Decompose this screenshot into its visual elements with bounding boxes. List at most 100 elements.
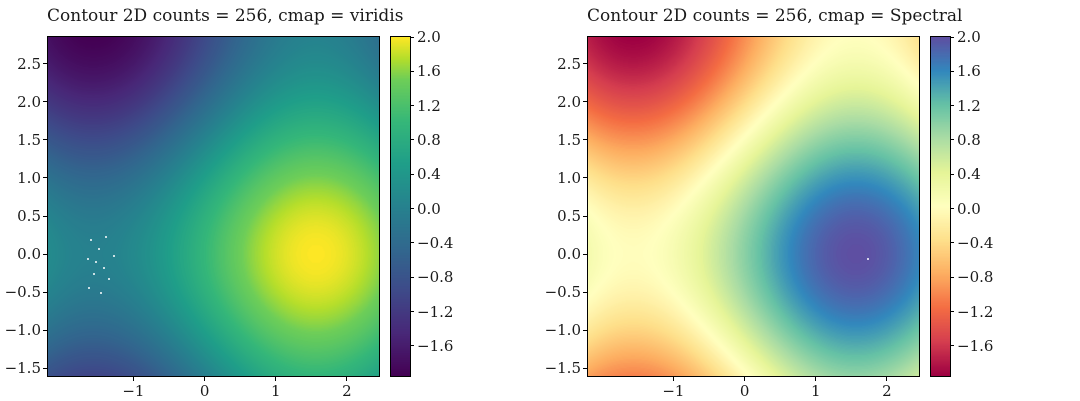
colorbar-tickmark [411, 173, 414, 175]
y-tickmark [43, 367, 47, 369]
colorbar-tickmark [411, 70, 414, 72]
colorbar-tickmark [951, 208, 954, 210]
colorbar-spectral [930, 36, 951, 377]
colorbar-tickmark [411, 311, 414, 313]
x-tick-label: 2 [882, 382, 892, 400]
x-tickmark [132, 377, 134, 381]
y-tickmark [43, 215, 47, 217]
plot-area-spectral [587, 36, 920, 377]
colorbar-tickmark [951, 70, 954, 72]
y-tickmark [583, 101, 587, 103]
y-tickmark [43, 139, 47, 141]
x-tickmark [672, 377, 674, 381]
y-tickmark [583, 253, 587, 255]
panel-spectral: Contour 2D counts = 256, cmap = Spectral… [540, 0, 1080, 401]
colorbar-tick-label: −1.6 [417, 336, 454, 355]
y-tickmark [583, 215, 587, 217]
y-tickmark [43, 329, 47, 331]
y-tickmark [583, 177, 587, 179]
y-tick-label: 0.0 [17, 244, 41, 263]
colorbar-tick-label: 1.6 [417, 62, 441, 81]
x-tick-label: −1 [122, 382, 145, 400]
y-tickmark [583, 139, 587, 141]
y-tick-label: 2.5 [557, 54, 581, 73]
colorbar-tick-label: −0.4 [417, 233, 454, 252]
colorbar-tickmark [411, 208, 414, 210]
x-tickmark [204, 377, 206, 381]
colorbar-canvas-spectral [931, 37, 950, 376]
colorbar-tickmark [951, 276, 954, 278]
panel-viridis: Contour 2D counts = 256, cmap = viridis … [4, 6, 454, 400]
colorbar-tick-label: −1.6 [957, 336, 994, 355]
x-tickmark [275, 377, 277, 381]
colorbar-tickmark [411, 36, 414, 38]
missing-data-speck [108, 278, 111, 281]
missing-data-speck [90, 239, 93, 242]
colorbar-tick-label: 0.4 [957, 165, 981, 184]
y-tickmark [583, 291, 587, 293]
x-tickmark [346, 377, 348, 381]
x-tick-label: −1 [662, 382, 685, 400]
y-tickmark [583, 329, 587, 331]
colorbar-tickmark [951, 345, 954, 347]
y-tick-label: −1.0 [4, 321, 41, 340]
missing-data-speck [113, 254, 116, 257]
colorbar-viridis [390, 36, 411, 377]
colorbar-tickmark [411, 105, 414, 107]
x-tick-label: 0 [199, 382, 210, 400]
y-tickmark [43, 291, 47, 293]
missing-data-speck [98, 247, 101, 250]
colorbar-tick-label: 0.0 [957, 199, 981, 218]
y-tick-label: 2.0 [17, 92, 41, 111]
colorbar-tickmark [411, 345, 414, 347]
y-tick-label: −0.5 [544, 282, 581, 301]
colorbar-canvas-viridis [391, 37, 410, 376]
y-tick-label: −0.5 [4, 282, 41, 301]
x-tick-label: 1 [811, 382, 821, 400]
colorbar-tick-label: −0.4 [957, 233, 994, 252]
colorbar-tickmark [951, 242, 954, 244]
y-tick-label: −1.5 [4, 359, 41, 378]
colorbar-tick-label: 2.0 [957, 27, 981, 46]
y-tick-label: 2.0 [557, 92, 581, 111]
y-tick-label: 0.0 [557, 244, 581, 263]
colorbar-tickmark [951, 311, 954, 313]
y-tickmark [43, 253, 47, 255]
y-tick-label: 2.5 [17, 54, 41, 73]
panel-title-viridis: Contour 2D counts = 256, cmap = viridis [47, 6, 404, 26]
plot-area-viridis [47, 36, 380, 377]
colorbar-tick-label: 0.0 [417, 199, 441, 218]
y-tickmark [43, 63, 47, 65]
y-tick-label: 1.5 [557, 130, 581, 149]
missing-data-speck [99, 291, 102, 294]
y-tickmark [583, 63, 587, 65]
y-tick-label: −1.5 [544, 359, 581, 378]
x-tick-label: 0 [739, 382, 750, 400]
missing-data-speck [86, 258, 89, 261]
colorbar-tick-label: 1.2 [417, 96, 441, 115]
y-tickmark [43, 101, 47, 103]
heatmap-canvas-viridis [48, 37, 379, 376]
missing-data-speck [94, 261, 97, 264]
y-tick-label: −1.0 [544, 321, 581, 340]
x-tickmark [815, 377, 817, 381]
colorbar-tickmark [411, 139, 414, 141]
x-tick-label: 2 [342, 382, 352, 400]
colorbar-tick-label: 0.8 [957, 130, 981, 149]
x-tickmark [886, 377, 888, 381]
colorbar-tickmark [951, 36, 954, 38]
colorbar-tick-label: 2.0 [417, 27, 441, 46]
missing-data-speck [104, 236, 107, 238]
y-tickmark [43, 177, 47, 179]
missing-data-speck [103, 266, 106, 269]
colorbar-tickmark [411, 276, 414, 278]
colorbar-tick-label: 0.4 [417, 165, 441, 184]
y-tick-label: 0.5 [17, 206, 41, 225]
missing-data-speck [93, 273, 96, 276]
colorbar-tick-label: −1.2 [957, 302, 994, 321]
colorbar-tick-label: 0.8 [417, 130, 441, 149]
y-tick-label: 0.5 [557, 206, 581, 225]
y-tick-label: 1.0 [557, 168, 581, 187]
colorbar-tickmark [411, 242, 414, 244]
